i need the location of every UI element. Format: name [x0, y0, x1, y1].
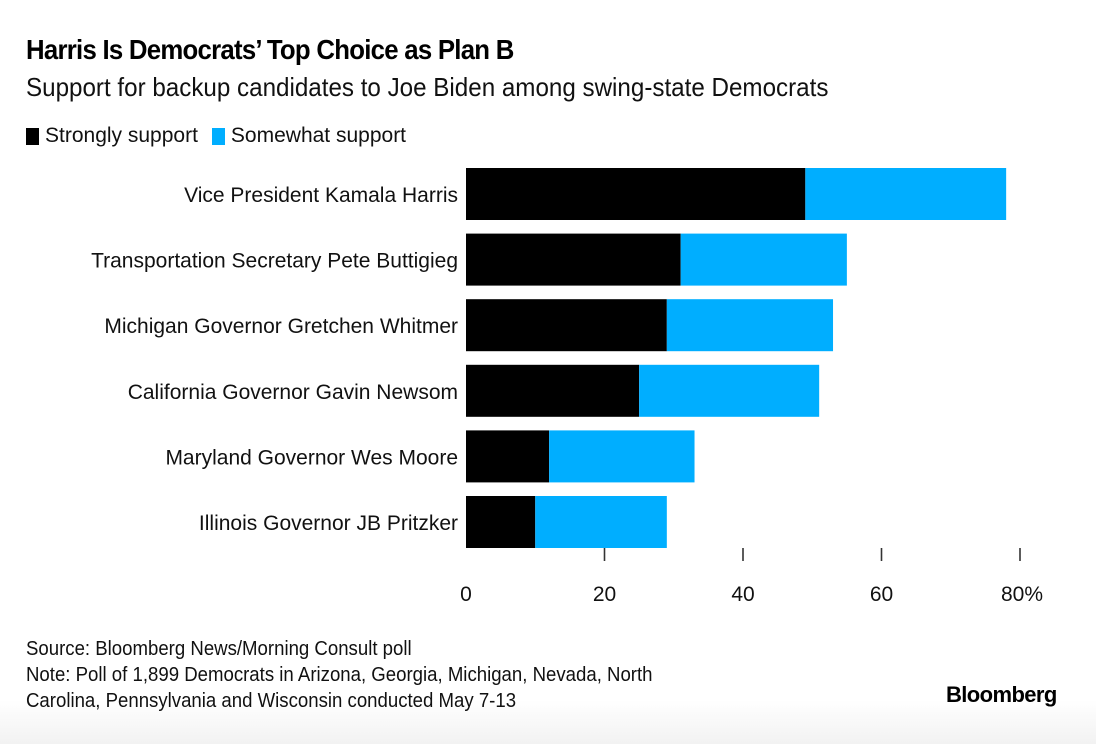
legend-label-strongly: Strongly support	[45, 124, 198, 147]
poll-note-line-1: Note: Poll of 1,899 Democrats in Arizona…	[26, 664, 653, 686]
category-label: Illinois Governor JB Pritzker	[199, 512, 458, 535]
x-tick-label: 40	[731, 583, 754, 606]
chart-title: Harris Is Democrats’ Top Choice as Plan …	[26, 34, 514, 65]
bar-somewhat-support	[549, 430, 695, 483]
category-label: Michigan Governor Gretchen Whitmer	[104, 315, 458, 338]
bar-somewhat-support	[535, 496, 667, 548]
bar-strongly-support	[466, 430, 550, 483]
bloomberg-logo: Bloomberg	[946, 682, 1057, 707]
x-tick-label: 20	[593, 583, 616, 606]
source-note: Source: Bloomberg News/Morning Consult p…	[26, 638, 412, 660]
category-label: Transportation Secretary Pete Buttigieg	[91, 250, 458, 273]
bar-strongly-support	[466, 299, 667, 352]
x-tick-label: 60	[870, 583, 893, 606]
legend-swatch-somewhat	[211, 127, 225, 145]
legend-label-somewhat: Somewhat support	[230, 124, 407, 147]
bar-strongly-support	[466, 233, 681, 286]
bar-somewhat-support	[680, 233, 847, 286]
poll-note-line-2: Carolina, Pennsylvania and Wisconsin con…	[26, 690, 517, 712]
bar-strongly-support	[466, 496, 536, 548]
legend-swatch-strongly	[26, 127, 39, 145]
legend-item-somewhat: Somewhat support	[211, 124, 407, 148]
bar-somewhat-support	[805, 168, 1007, 220]
bar-chart: Vice President Kamala Harris Transportati…	[91, 168, 1043, 606]
x-tick-label: 80%	[1001, 583, 1043, 606]
legend-item-strongly: Strongly support	[26, 124, 198, 148]
bar-strongly-support	[466, 168, 806, 220]
category-label: Maryland Governor Wes Moore	[165, 446, 458, 469]
bar-somewhat-support	[666, 299, 834, 352]
bar-strongly-support	[466, 364, 640, 417]
category-label: California Governor Gavin Newsom	[128, 381, 458, 404]
chart-subtitle: Support for backup candidates to Joe Bid…	[26, 72, 829, 102]
x-tick-label: 0	[460, 583, 472, 606]
bar-somewhat-support	[639, 364, 820, 417]
footer-notes: Source: Bloomberg News/Morning Consult p…	[26, 636, 653, 714]
legend: Strongly support Somewhat support	[26, 124, 420, 148]
category-label: Vice President Kamala Harris	[184, 184, 458, 207]
